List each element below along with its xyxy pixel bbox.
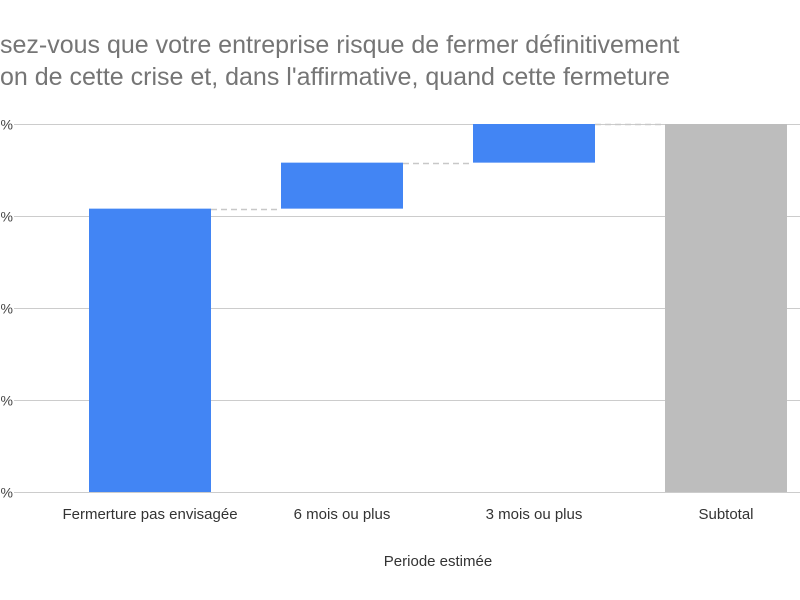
y-tick-label: % [1, 393, 13, 409]
y-tick-label: % [1, 209, 13, 225]
x-tick-labels: Fermerture pas envisagée 6 mois ou plus 3 … [62, 506, 753, 523]
x-axis-title: Periode estimée [384, 553, 492, 570]
increase-bar [89, 208, 211, 492]
x-tick-label: 3 mois ou plus [486, 506, 583, 523]
connector-lines [211, 123, 665, 211]
x-tick-label: 6 mois ou plus [294, 506, 391, 523]
y-tick-label: % [1, 117, 13, 133]
y-tick-labels: %%%%% [1, 117, 13, 501]
x-tick-label: Subtotal [698, 506, 753, 523]
y-tick-label: % [1, 301, 13, 317]
increase-bar [473, 124, 595, 163]
x-tick-label: Fermerture pas envisagée [62, 506, 237, 523]
subtotal-bar [665, 124, 787, 492]
increase-bar [281, 162, 403, 209]
chart-title-line-2: on de cette crise et, dans l'affirmative… [0, 63, 670, 91]
y-tick-label: % [1, 485, 13, 501]
bars [89, 124, 787, 492]
chart-title-line-1: sez-vous que votre entreprise risque de … [0, 31, 680, 59]
